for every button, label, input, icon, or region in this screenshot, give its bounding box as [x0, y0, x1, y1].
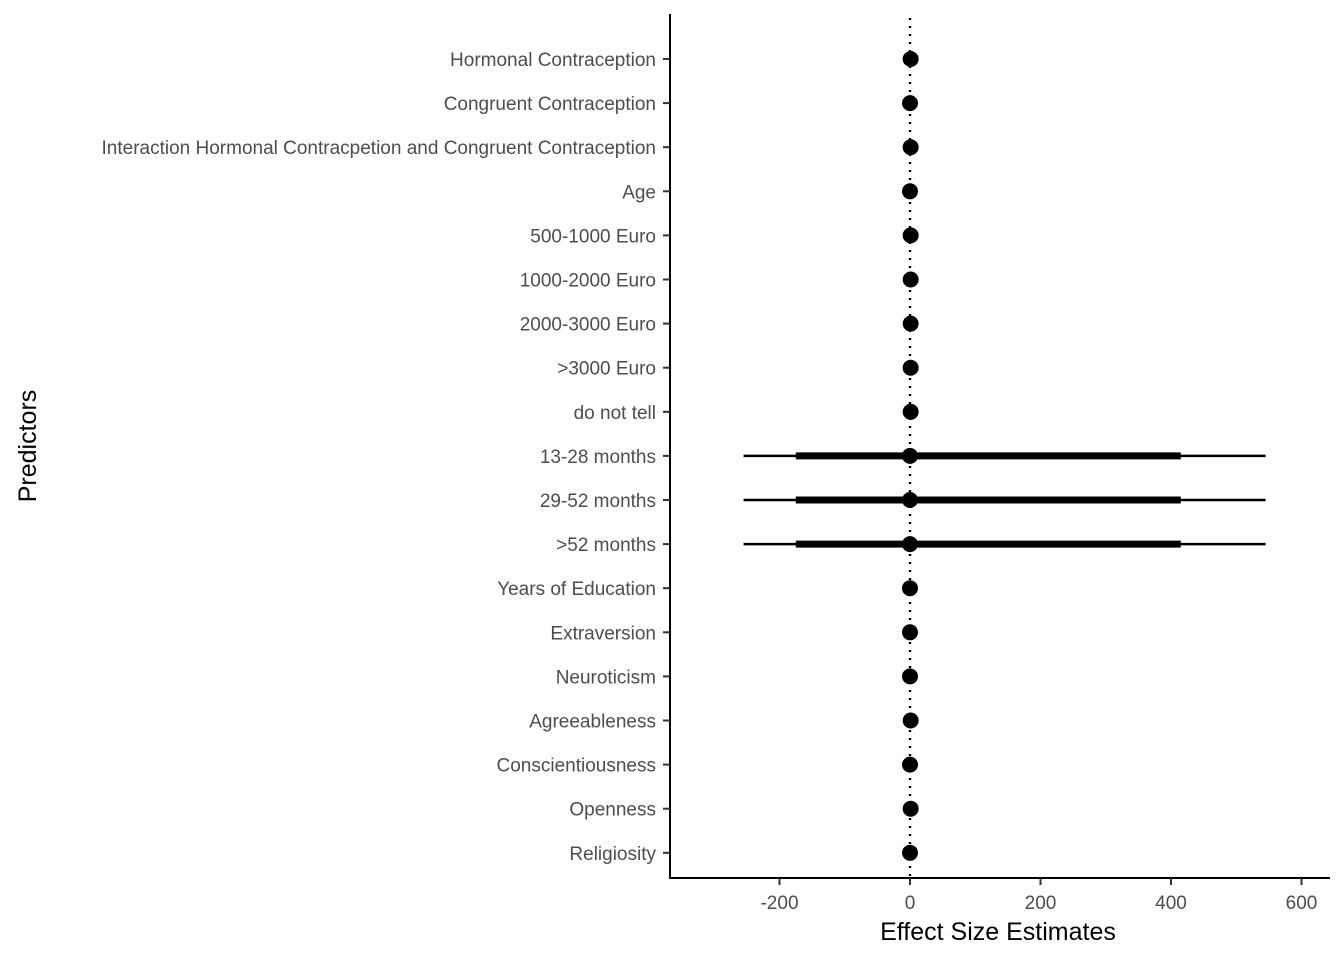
y-tick-label: 13-28 months — [540, 447, 656, 468]
y-tick-label: Religiosity — [569, 844, 656, 865]
y-tick-label: Hormonal Contraception — [450, 50, 656, 71]
y-axis-tick-labels: Hormonal Contraception Congruent Contrace… — [102, 50, 657, 865]
y-tick-label: 500-1000 Euro — [530, 226, 656, 247]
y-tick-label: 29-52 months — [540, 491, 656, 512]
estimate-points — [902, 51, 919, 861]
estimate-point — [902, 844, 918, 861]
estimate-point — [902, 315, 919, 332]
x-axis-title: Effect Size Estimates — [880, 918, 1116, 946]
x-tick-label: 0 — [905, 893, 916, 914]
y-tick-label: >3000 Euro — [557, 359, 656, 380]
inner-intervals — [795, 452, 1181, 548]
y-axis-ticks — [663, 58, 670, 854]
estimate-point — [902, 183, 918, 200]
estimate-point — [902, 271, 919, 288]
y-tick-label: Years of Education — [497, 579, 656, 600]
y-tick-label: Congruent Contraception — [444, 94, 656, 115]
estimate-point — [902, 800, 919, 817]
y-tick-label: Age — [622, 182, 656, 203]
estimate-point — [902, 580, 918, 597]
y-tick-label: 1000-2000 Euro — [520, 271, 656, 292]
estimate-point — [902, 359, 919, 376]
y-tick-label: Agreeableness — [529, 712, 656, 733]
estimate-point — [902, 624, 918, 641]
x-tick-label: 200 — [1025, 893, 1057, 914]
y-tick-label: Neuroticism — [556, 667, 656, 688]
y-tick-label: Extraversion — [550, 623, 656, 644]
estimate-point — [902, 51, 919, 67]
x-tick-label: 600 — [1286, 893, 1318, 914]
x-axis-ticks — [778, 878, 1303, 885]
y-tick-label: 2000-3000 Euro — [520, 315, 656, 336]
x-tick-label: 400 — [1155, 893, 1187, 914]
x-tick-label: -200 — [760, 893, 798, 914]
y-tick-label: Interaction Hormonal Contracpetion and C… — [102, 138, 657, 159]
y-tick-label: Openness — [569, 800, 656, 821]
x-axis-tick-labels: -200 0 200 400 600 — [760, 893, 1317, 914]
estimate-point — [902, 403, 919, 420]
estimate-point — [902, 756, 918, 773]
y-tick-label: Conscientiousness — [497, 756, 656, 777]
y-axis-title: Predictors — [14, 390, 42, 503]
estimate-point — [902, 139, 919, 156]
estimate-point — [902, 492, 918, 508]
estimate-point — [902, 712, 919, 729]
estimate-point — [902, 227, 919, 244]
estimate-point — [902, 95, 918, 112]
y-tick-label: >52 months — [556, 535, 656, 556]
estimate-point — [902, 668, 918, 685]
estimate-point — [902, 536, 918, 553]
y-tick-label: do not tell — [574, 403, 656, 424]
estimate-point — [902, 447, 918, 464]
